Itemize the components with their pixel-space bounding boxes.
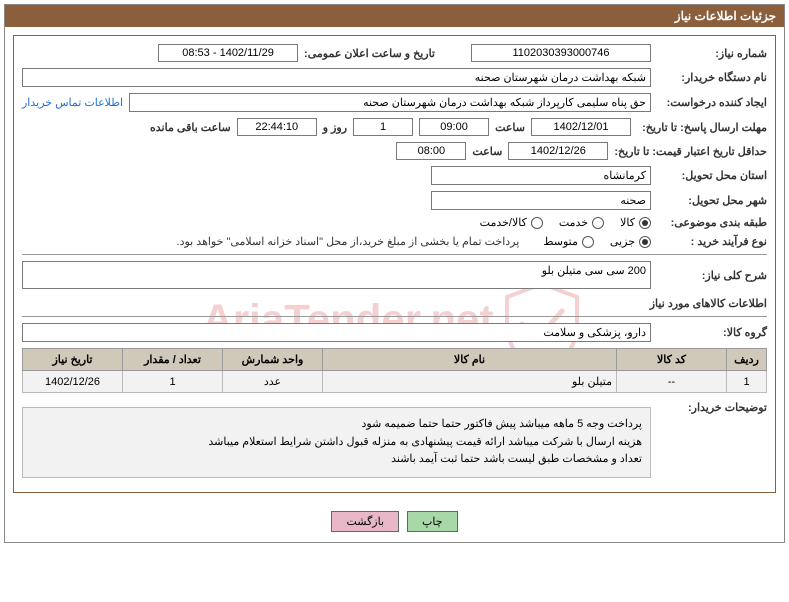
radio-partial-icon (639, 236, 651, 248)
process-note: پرداخت تمام یا بخشی از مبلغ خرید،از محل … (177, 235, 520, 248)
need-no-field: 1102030393000746 (471, 44, 651, 62)
summary-label: شرح کلی نیاز: (657, 269, 767, 282)
radio-both[interactable]: کالا/خدمت (480, 216, 543, 229)
province-label: استان محل تحویل: (657, 169, 767, 182)
th-unit: واحد شمارش (223, 349, 323, 371)
main-panel: جزئیات اطلاعات نیاز شماره نیاز: 11020303… (4, 4, 785, 543)
buyer-note-line: تعداد و مشخصات طبق لیست باشد حتما ثبت آی… (31, 451, 642, 469)
requester-label: ایجاد کننده درخواست: (657, 96, 767, 109)
back-button[interactable]: بازگشت (331, 511, 399, 532)
radio-partial[interactable]: جزیی (610, 235, 651, 248)
buyer-notes-label: توضیحات خریدار: (657, 401, 767, 414)
validity-time-field: 08:00 (396, 142, 466, 160)
contact-link[interactable]: اطلاعات تماس خریدار (22, 96, 123, 109)
radio-medium[interactable]: متوسط (543, 235, 594, 248)
td-unit: عدد (223, 371, 323, 393)
radio-goods-label: کالا (620, 216, 635, 229)
days-remaining-field: 1 (353, 118, 413, 136)
td-date: 1402/12/26 (23, 371, 123, 393)
td-code: -- (617, 371, 727, 393)
radio-service-label: خدمت (559, 216, 588, 229)
radio-goods-icon (639, 217, 651, 229)
validity-label: حداقل تاریخ اعتبار قیمت: تا تاریخ: (614, 145, 767, 158)
td-name: متیلن بلو (323, 371, 617, 393)
deadline-time-field: 09:00 (419, 118, 489, 136)
table-row: 1 -- متیلن بلو عدد 1 1402/12/26 (23, 371, 767, 393)
buyer-org-label: نام دستگاه خریدار: (657, 71, 767, 84)
group-field: دارو، پزشکی و سلامت (22, 323, 651, 342)
divider-1 (22, 254, 767, 255)
group-label: گروه کالا: (657, 326, 767, 339)
button-bar: چاپ بازگشت (5, 501, 784, 542)
radio-both-icon (531, 217, 543, 229)
radio-goods[interactable]: کالا (620, 216, 651, 229)
process-label: نوع فرآیند خرید : (657, 235, 767, 248)
buyer-note-line: هزینه ارسال با شرکت میباشد ارائه قیمت پی… (31, 434, 642, 452)
radio-partial-label: جزیی (610, 235, 635, 248)
buyer-note-line: پرداخت وجه 5 ماهه میباشد پیش فاکتور حتما… (31, 416, 642, 434)
th-code: کد کالا (617, 349, 727, 371)
requester-field: حق پناه سلیمی کارپرداز شبکه بهداشت درمان… (129, 93, 651, 112)
remaining-suffix: ساعت باقی مانده (150, 121, 231, 134)
city-label: شهر محل تحویل: (657, 194, 767, 207)
form-area: شماره نیاز: 1102030393000746 تاریخ و ساع… (13, 35, 776, 493)
announce-label: تاریخ و ساعت اعلان عمومی: (304, 47, 435, 60)
divider-2 (22, 316, 767, 317)
th-date: تاریخ نیاز (23, 349, 123, 371)
buyer-notes-box: پرداخت وجه 5 ماهه میباشد پیش فاکتور حتما… (22, 407, 651, 478)
summary-field: 200 سی سی متیلن بلو (22, 261, 651, 289)
process-radios: جزیی متوسط (543, 235, 651, 248)
time-label-2: ساعت (472, 145, 502, 158)
table-header-row: ردیف کد کالا نام کالا واحد شمارش تعداد /… (23, 349, 767, 371)
th-name: نام کالا (323, 349, 617, 371)
time-remaining-field: 22:44:10 (237, 118, 317, 136)
category-radios: کالا خدمت کالا/خدمت (480, 216, 651, 229)
time-label-1: ساعت (495, 121, 525, 134)
city-field: صحنه (431, 191, 651, 210)
deadline-date-field: 1402/12/01 (531, 118, 631, 136)
radio-medium-icon (582, 236, 594, 248)
panel-title: جزئیات اطلاعات نیاز (5, 5, 784, 27)
radio-medium-label: متوسط (543, 235, 578, 248)
items-table: ردیف کد کالا نام کالا واحد شمارش تعداد /… (22, 348, 767, 393)
radio-service-icon (592, 217, 604, 229)
buyer-org-field: شبکه بهداشت درمان شهرستان صحنه (22, 68, 651, 87)
radio-service[interactable]: خدمت (559, 216, 604, 229)
category-label: طبقه بندی موضوعی: (657, 216, 767, 229)
validity-date-field: 1402/12/26 (508, 142, 608, 160)
td-row: 1 (727, 371, 767, 393)
items-heading: اطلاعات کالاهای مورد نیاز (22, 297, 767, 310)
deadline-label: مهلت ارسال پاسخ: تا تاریخ: (637, 121, 767, 134)
th-qty: تعداد / مقدار (123, 349, 223, 371)
print-button[interactable]: چاپ (407, 511, 458, 532)
td-qty: 1 (123, 371, 223, 393)
th-row: ردیف (727, 349, 767, 371)
announce-field: 1402/11/29 - 08:53 (158, 44, 298, 62)
days-and-label: روز و (323, 121, 347, 134)
need-no-label: شماره نیاز: (657, 47, 767, 60)
radio-both-label: کالا/خدمت (480, 216, 527, 229)
province-field: کرمانشاه (431, 166, 651, 185)
